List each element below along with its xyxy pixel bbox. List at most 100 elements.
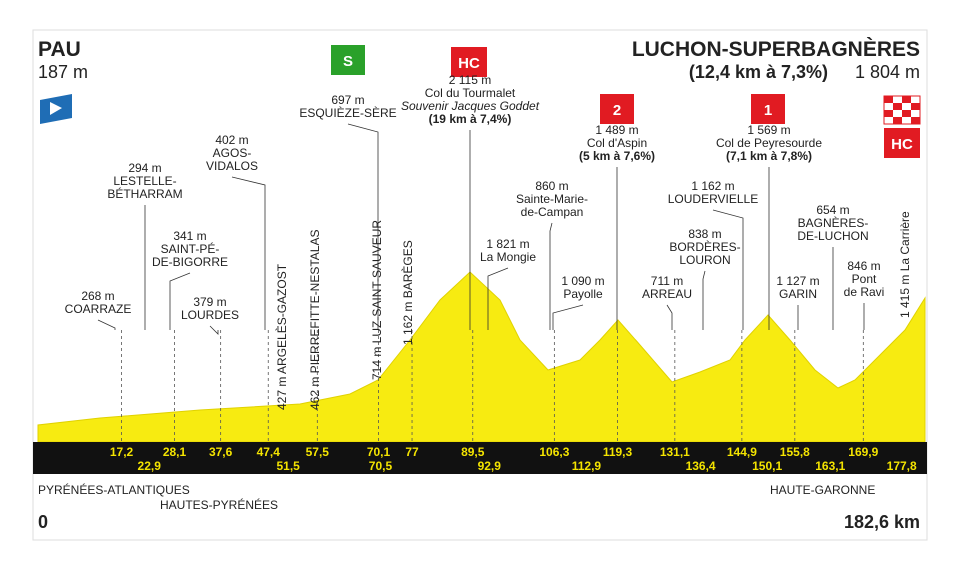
waypoint-label: 1 127 m: [776, 274, 819, 288]
waypoint-leader: [209, 325, 219, 335]
waypoint-label: BORDÈRES-: [669, 239, 740, 254]
waypoint-leader: [666, 304, 673, 330]
cat1-label: 1: [764, 102, 772, 119]
waypoint-vertical-label: 462 m PIERREFITTE-NESTALAS: [308, 230, 322, 411]
km-marker: 37,6: [209, 445, 233, 459]
km-marker: 112,9: [572, 459, 602, 473]
km-marker: 106,3: [539, 445, 569, 459]
waypoint-leader: [231, 176, 266, 330]
km-marker: 92,9: [478, 459, 502, 473]
profile: [37, 271, 926, 443]
waypoint-label: COARRAZE: [65, 302, 132, 316]
waypoint-label: de-Campan: [521, 205, 584, 219]
waypoint-label: Col du Tourmalet: [425, 86, 516, 100]
waypoint-label: 1 569 m: [747, 123, 790, 137]
cat2-label: 2: [613, 102, 621, 119]
distance-start: 0: [38, 512, 48, 532]
waypoint-leader: [552, 304, 584, 330]
km-marker: 144,9: [727, 445, 757, 459]
waypoint-label: LOURON: [679, 253, 730, 267]
km-marker: 17,2: [110, 445, 134, 459]
waypoint-leader: [549, 222, 553, 330]
region: PYRÉNÉES-ATLANTIQUES: [38, 482, 190, 497]
waypoint-label: 2 115 m: [449, 73, 491, 87]
waypoint-vertical-label: 427 m ARGELÈS-GAZOST: [274, 263, 289, 410]
km-marker: 47,4: [257, 445, 281, 459]
sprint-icon: [331, 45, 365, 75]
waypoint-vertical-label: 1 415 m La Carrière: [898, 211, 912, 318]
waypoint-label: 379 m: [193, 295, 226, 309]
km-marker: 57,5: [306, 445, 330, 459]
waypoint-leader: [97, 319, 116, 330]
waypoint-label: VIDALOS: [206, 159, 258, 173]
waypoint-vertical-label: 714 m LUZ-SAINT-SAUVEUR: [370, 220, 384, 380]
waypoint-leader: [487, 267, 509, 330]
sprint-label: S: [343, 53, 353, 70]
waypoint-label: ESQUIÈZE-SÈRE: [299, 105, 396, 120]
km-marker: 155,8: [780, 445, 810, 459]
finish-hc-icon: [884, 128, 920, 158]
waypoint-label: GARIN: [779, 287, 817, 301]
km-marker: 77: [405, 445, 419, 459]
waypoint-label: Pont: [852, 272, 877, 286]
waypoint-label: 697 m: [331, 93, 364, 107]
waypoint-label: Col d'Aspin: [587, 136, 647, 150]
cat2-icon: [600, 94, 634, 124]
finish-hc-label: HC: [891, 136, 913, 153]
waypoint-label: LOUDERVIELLE: [668, 192, 759, 206]
start-name: PAU: [38, 38, 81, 61]
finish-checks: [884, 96, 920, 124]
start-elevation: 187 m: [38, 62, 88, 82]
km-marker: 150,1: [752, 459, 782, 473]
km-marker: 131,1: [660, 445, 690, 459]
waypoint-label: 402 m: [215, 133, 248, 147]
waypoint-label: 341 m: [173, 229, 206, 243]
frame: [32, 29, 928, 541]
waypoint-label: (5 km à 7,6%): [579, 149, 655, 163]
waypoint-label: Col de Peyresourde: [716, 136, 822, 150]
waypoint-label: (7,1 km à 7,8%): [726, 149, 812, 163]
finish-elevation: 1 804 m: [855, 62, 920, 82]
waypoint-label: 711 m: [651, 274, 683, 288]
waypoint-label: 860 m: [535, 179, 568, 193]
waypoint-label: 1 090 m: [561, 274, 604, 288]
waypoint-label: de Ravi: [844, 285, 885, 299]
hc-label: HC: [458, 55, 480, 72]
waypoint-leader: [169, 272, 191, 330]
cat1-icon: [751, 94, 785, 124]
km-marker: 177,8: [887, 459, 917, 473]
region: HAUTES-PYRÉNÉES: [160, 497, 278, 512]
km-marker: 51,5: [276, 459, 300, 473]
distance-end: 182,6 km: [844, 512, 920, 532]
km-band: [33, 442, 927, 474]
waypoint-vertical-label: 1 162 m BARÈGES: [400, 240, 415, 345]
waypoint-label: SAINT-PÉ-: [161, 241, 220, 256]
waypoint-label: 268 m: [81, 289, 114, 303]
waypoint-label: 838 m: [688, 227, 721, 241]
waypoint-label: DE-LUCHON: [797, 229, 868, 243]
waypoint-label: Payolle: [563, 287, 603, 301]
waypoint-label: DE-BIGORRE: [152, 255, 228, 269]
waypoint-label: AGOS-: [213, 146, 252, 160]
km-marker: 89,5: [461, 445, 485, 459]
finish-climb: (12,4 km à 7,3%): [689, 62, 828, 82]
km-marker: 163,1: [815, 459, 845, 473]
km-marker: 70,1: [367, 445, 391, 459]
waypoint-label: LESTELLE-: [113, 174, 176, 188]
km-marker: 136,4: [686, 459, 716, 473]
waypoint-label: Sainte-Marie-: [516, 192, 588, 206]
start-arrow: [50, 102, 62, 115]
waypoint-label: BAGNÈRES-: [798, 215, 869, 230]
waypoint-leader: [347, 123, 379, 330]
waypoint-label: 846 m: [847, 259, 880, 273]
waypoint-label: (19 km à 7,4%): [429, 112, 512, 126]
waypoint-label: 654 m: [816, 203, 849, 217]
region: HAUTE-GARONNE: [770, 483, 875, 497]
waypoint-leader: [702, 270, 706, 330]
finish-name: LUCHON-SUPERBAGNÈRES: [632, 38, 920, 61]
waypoint-label: 1 162 m: [691, 179, 734, 193]
waypoint-label: 1 489 m: [595, 123, 638, 137]
waypoint-label: LOURDES: [181, 308, 239, 322]
waypoint-label: 1 821 m: [486, 237, 529, 251]
